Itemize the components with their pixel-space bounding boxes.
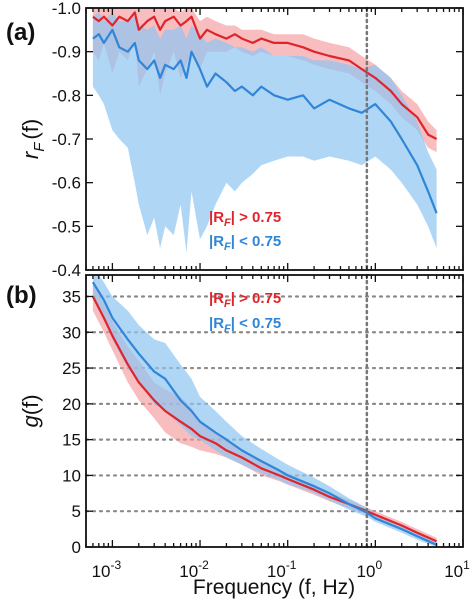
panel-a-axes: -1.0 -0.9 -0.8 -0.7 -0.6 -0.5 -0.4 [52,0,464,280]
series-line-1 [91,281,438,546]
panel-a-label: (a) [6,19,35,46]
panel-b: (b) g(f) 10-3 10-2 10-1 100 101 0 5 10 15 20 25 30 3… [6,273,470,581]
panel-a-legend-blue: |RF| < 0.75 [209,233,281,253]
y-tick-label: 0 [72,538,81,557]
panel-b-lines [91,281,438,546]
y-tick-label: -0.6 [52,174,81,193]
panel-a-legend-red: |RF| > 0.75 [209,209,281,229]
y-tick-label: -0.9 [52,43,81,62]
panel-b-legend-red: |RF| > 0.75 [209,290,281,310]
x-tick-label: 10-3 [92,558,122,581]
panel-a-lines [92,11,438,214]
y-tick-label: 5 [72,502,81,521]
panel-a-y-axis-label: rF(f) [18,119,48,159]
series-band-1 [92,12,437,253]
panel-a: (a) rF(f) -1.0 -0.9 -0.8 -0.7 -0.6 -0.5 -0.4 |… [6,0,464,280]
y-tick-label: -0.8 [52,86,81,105]
x-tick-label: 10-2 [179,558,209,581]
panel-b-axes: 10-3 10-2 10-1 100 101 0 5 10 15 20 25 30 35 [62,275,470,581]
series-line-0 [91,295,438,543]
x-tick-label: 10-1 [267,558,297,581]
panel-b-legend-blue: |RF| < 0.75 [209,315,281,335]
y-tick-label: -0.7 [52,130,81,149]
y-tick-label: 25 [62,359,81,378]
panel-b-bands [92,275,437,547]
x-axis-label: Frequency (f, Hz) [193,576,355,599]
y-tick-label: -1.0 [52,0,81,18]
y-tick-label: -0.4 [52,261,81,280]
y-tick-label: -0.5 [52,217,81,236]
x-tick-label: 101 [444,558,470,581]
panel-b-label: (b) [6,282,37,309]
y-tick-label: 10 [62,466,81,485]
x-tick-label: 100 [357,558,383,581]
y-tick-label: 35 [62,287,81,306]
series-line-1 [92,28,438,214]
series-band-0 [92,282,437,545]
y-tick-label: 15 [62,431,81,450]
series-line-0 [92,11,438,140]
y-tick-label: 20 [62,395,81,414]
y-tick-label: 30 [62,323,81,342]
panel-b-y-axis-label: g(f) [18,394,43,427]
series-band-1 [92,275,437,547]
panel-a-bands [92,8,437,253]
